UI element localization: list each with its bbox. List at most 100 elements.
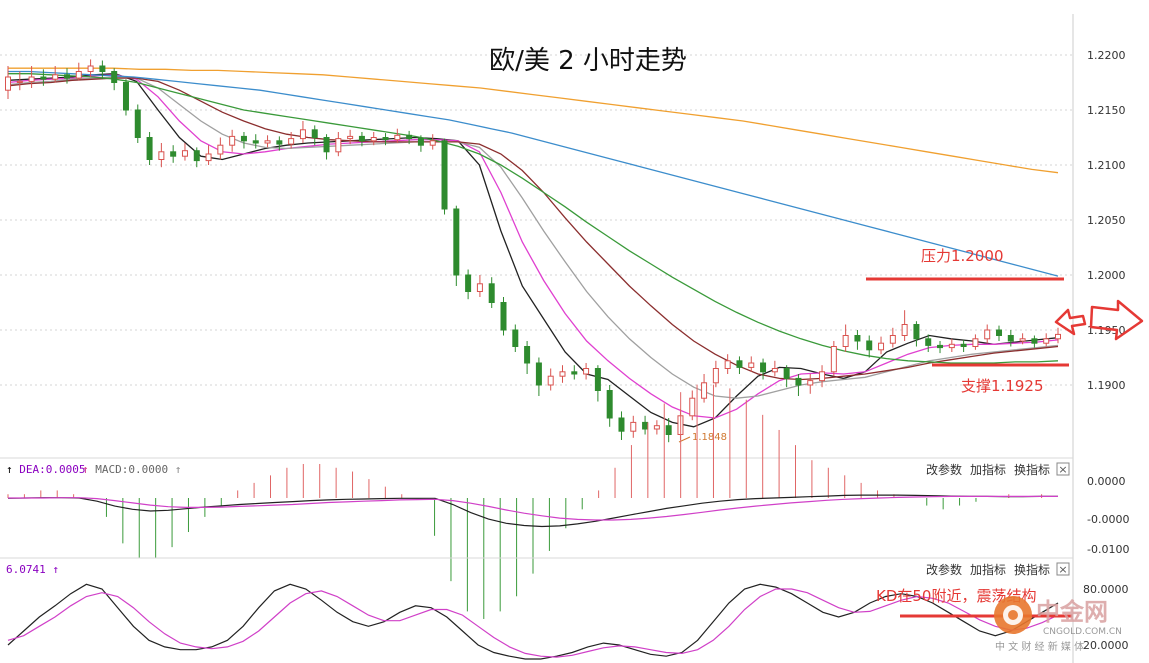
- kd-add-indicator-button[interactable]: 加指标: [970, 562, 1006, 577]
- candle-body: [937, 344, 944, 349]
- candle-body: [240, 135, 247, 142]
- candle-body: [146, 137, 153, 160]
- kd-tick-label: 80.0000: [1083, 583, 1129, 596]
- kd-switch-indicator-button[interactable]: 换指标: [1014, 562, 1050, 577]
- moving-average-line: [7, 73, 1059, 428]
- candle-body: [134, 109, 141, 138]
- dea-legend: ↑ DEA:0.0005: [6, 463, 85, 476]
- candle-body: [795, 377, 802, 386]
- macd-dea-line: [8, 495, 1058, 521]
- candle-body: [40, 76, 47, 80]
- arrow-up-right-icon: [1054, 308, 1087, 336]
- candle-body: [394, 134, 401, 141]
- kd-y-axis-ticks: 80.0000 20.0000: [1083, 583, 1129, 652]
- candle-body: [771, 368, 778, 373]
- candle-body: [866, 340, 873, 351]
- candle-body: [960, 343, 967, 347]
- kd-k-line: [7, 583, 1059, 660]
- candle-body: [382, 137, 389, 141]
- kd-annotation-label: KD在50附近，震荡结构: [876, 587, 1036, 605]
- right-arrow-icon: [1054, 299, 1144, 341]
- candle-body: [712, 368, 719, 384]
- candle-body: [1043, 338, 1050, 344]
- candle-body: [524, 346, 531, 364]
- candle-body: [347, 135, 354, 140]
- kd-change-params-button[interactable]: 改参数: [926, 562, 962, 577]
- candle-body: [889, 335, 896, 344]
- candle-body: [807, 380, 814, 386]
- candle-body: [512, 329, 519, 347]
- macd-change-params-button[interactable]: 改参数: [926, 462, 962, 477]
- candle-body: [724, 360, 731, 369]
- kd-close-button[interactable]: ×: [1056, 562, 1070, 576]
- candle-body: [653, 425, 660, 430]
- close-icon[interactable]: ×: [1058, 563, 1067, 576]
- candle-body: [75, 71, 82, 79]
- candle-body: [500, 302, 507, 331]
- candle-body: [16, 80, 23, 84]
- kd-legend: 6.0741 ↑: [6, 563, 59, 576]
- close-icon[interactable]: ×: [1058, 463, 1067, 476]
- candle-body: [87, 65, 94, 72]
- candle-body: [229, 135, 236, 146]
- candle-body: [288, 138, 295, 145]
- candle-body: [689, 397, 696, 417]
- candle-body: [583, 368, 590, 375]
- candle-body: [630, 421, 637, 432]
- candle-body: [642, 421, 649, 430]
- candle-body: [323, 137, 330, 153]
- candle-body: [28, 76, 35, 82]
- macd-switch-indicator-button[interactable]: 换指标: [1014, 462, 1050, 477]
- candle-body: [217, 144, 224, 155]
- moving-average-line: [7, 77, 1059, 381]
- candle-body: [606, 390, 613, 419]
- candle-body: [193, 150, 200, 162]
- candle-body: [205, 153, 212, 162]
- candle-body: [972, 338, 979, 347]
- candle-body: [358, 135, 365, 142]
- candle-body: [559, 371, 566, 377]
- candle-body: [476, 283, 483, 292]
- candle-body: [594, 368, 601, 391]
- candle-body: [925, 338, 932, 346]
- candle-body: [701, 382, 708, 399]
- candle-body: [299, 129, 306, 140]
- macd-close-button[interactable]: ×: [1056, 462, 1070, 476]
- candle-body: [417, 138, 424, 146]
- close-box[interactable]: [1056, 562, 1070, 576]
- candle-body: [1055, 333, 1061, 340]
- macd-dif-line: [7, 494, 1058, 528]
- candle-body: [488, 283, 495, 303]
- candle-body: [665, 425, 672, 436]
- candle-body: [252, 140, 259, 144]
- kd-tick-label: 20.0000: [1083, 639, 1129, 652]
- candle-body: [901, 324, 908, 336]
- candle-body: [170, 151, 177, 157]
- macd-tick-label: -0.0100: [1087, 543, 1129, 556]
- macd-tick-label: -0.0000: [1087, 513, 1129, 526]
- price-tick-label: 1.2050: [1087, 214, 1126, 227]
- macd-tick-label: 0.0000: [1087, 475, 1126, 488]
- candle-body: [335, 138, 342, 153]
- moving-average-line: [7, 76, 1059, 399]
- candle-body: [63, 74, 70, 79]
- candle-body: [453, 208, 460, 276]
- kd-panel: 6.0741 ↑ 改参数 加指标 换指标 × 80.0000 20.0000 KD…: [0, 557, 1129, 660]
- candle-body: [370, 137, 377, 142]
- candle-body: [465, 274, 472, 292]
- price-tick-label: 1.2150: [1087, 104, 1126, 117]
- candle-body: [996, 329, 1003, 336]
- watermark-brand: 中金网: [1036, 598, 1108, 626]
- chart-title: 欧/美 2 小时走势: [489, 46, 687, 76]
- candle-body: [736, 360, 743, 368]
- candle-body: [429, 140, 436, 146]
- candle-body: [948, 343, 955, 349]
- candle-body: [819, 371, 826, 382]
- close-box[interactable]: [1056, 462, 1070, 476]
- moving-average-lines: [7, 67, 1059, 428]
- candle-body: [181, 150, 188, 157]
- moving-average-line: [8, 73, 1059, 364]
- candle-body: [748, 362, 755, 368]
- candle-body: [122, 82, 129, 111]
- macd-add-indicator-button[interactable]: 加指标: [970, 462, 1006, 477]
